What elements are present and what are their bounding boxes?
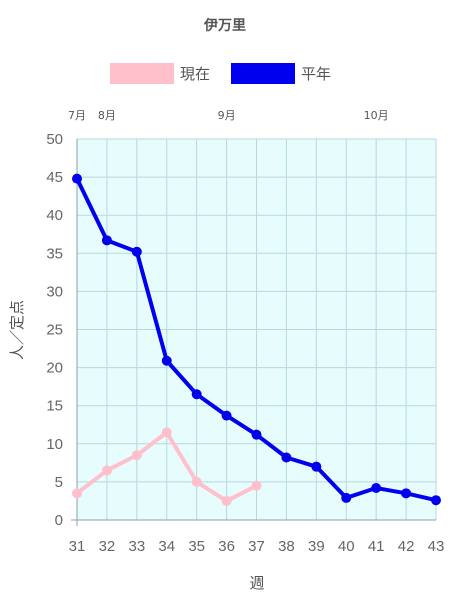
y-tick-label: 30 — [46, 283, 63, 300]
x-tick-label: 35 — [188, 538, 205, 555]
data-point — [431, 495, 441, 506]
legend-label-current: 現在 — [180, 65, 210, 83]
data-point — [72, 488, 82, 499]
data-point — [281, 452, 292, 463]
data-point — [191, 389, 202, 400]
y-tick-label: 45 — [46, 169, 63, 186]
data-point — [191, 476, 202, 487]
y-tick-label: 50 — [46, 131, 63, 148]
x-tick-label: 36 — [218, 538, 235, 555]
data-point — [101, 235, 112, 246]
data-point — [221, 495, 232, 506]
data-point — [72, 173, 82, 184]
x-tick-label: 31 — [69, 538, 86, 555]
x-tick-label: 41 — [368, 538, 385, 555]
month-label: 9月 — [218, 109, 236, 122]
x-tick-label: 39 — [308, 538, 325, 555]
x-tick-label: 38 — [278, 538, 295, 555]
month-label: 7月 — [68, 109, 86, 122]
x-tick-label: 37 — [248, 538, 265, 555]
y-axis-title: 人／定点 — [8, 300, 26, 360]
x-axis-title: 週 — [249, 574, 264, 592]
y-tick-label: 40 — [46, 207, 63, 224]
data-point — [371, 482, 382, 493]
y-tick-label: 25 — [46, 322, 63, 339]
series-0 — [72, 427, 262, 506]
x-tick-label: 40 — [338, 538, 355, 555]
x-tick-label: 34 — [158, 538, 175, 555]
legend-label-normal: 平年 — [301, 65, 331, 83]
data-point — [311, 461, 322, 472]
month-labels: 7月 8月 9月 10月 — [68, 109, 389, 122]
data-point — [221, 410, 232, 421]
y-tick-label: 20 — [46, 360, 63, 377]
legend-swatch-normal — [231, 63, 295, 84]
x-tick-label: 33 — [128, 538, 145, 555]
data-point — [131, 450, 142, 461]
y-tick-label: 10 — [46, 436, 63, 453]
y-tick-label: 5 — [55, 474, 63, 491]
y-tick-label: 0 — [55, 512, 63, 529]
y-tick-label: 35 — [46, 245, 63, 262]
data-point — [131, 246, 142, 257]
legend: 現在 平年 — [110, 63, 331, 84]
y-axis-ticks: 0 5 10 15 20 25 30 35 40 45 50 — [46, 131, 63, 529]
data-point — [161, 427, 172, 438]
month-label: 10月 — [364, 109, 389, 122]
y-tick-label: 15 — [46, 398, 63, 415]
data-point — [101, 465, 112, 476]
data-point — [161, 355, 172, 366]
x-tick-label: 32 — [99, 538, 116, 555]
data-point — [251, 480, 262, 491]
legend-swatch-current — [110, 63, 174, 84]
series-layer — [72, 173, 441, 506]
x-tick-label: 42 — [398, 538, 415, 555]
data-point — [251, 429, 262, 440]
x-axis-ticks: 31 32 33 34 35 36 37 38 39 40 41 42 43 — [69, 538, 445, 555]
data-point — [341, 492, 352, 503]
data-point — [401, 488, 412, 499]
x-tick-label: 43 — [428, 538, 445, 555]
grid — [71, 138, 437, 526]
month-label: 8月 — [98, 109, 116, 122]
series-1 — [72, 173, 441, 506]
chart-title: 伊万里 — [203, 17, 246, 34]
